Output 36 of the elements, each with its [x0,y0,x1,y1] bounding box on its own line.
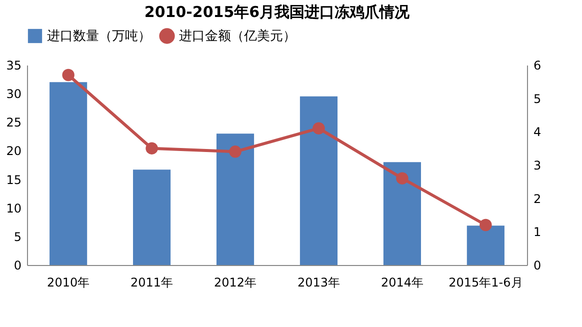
bar [383,162,421,265]
legend-label: 进口数量（万吨） [47,29,151,44]
point [229,146,242,158]
x-tick-label: 2014年 [380,276,424,290]
x-tick-label: 2012年 [214,276,257,290]
y2-tick-label: 4 [534,125,542,140]
x-tick-label: 2015年1-6月 [448,276,523,290]
point [396,172,408,184]
x-tick-label: 2010年 [47,276,90,290]
bar [300,96,338,265]
y2-tick-label: 2 [534,192,542,206]
y2-tick-label: 1 [534,225,542,240]
x-tick-label: 2011年 [130,276,174,290]
y-tick-label: 5 [14,230,22,244]
y2-tick-label: 6 [534,58,542,72]
y-tick-label: 20 [6,144,22,158]
x-tick-label: 2013年 [297,276,340,290]
bar [133,170,171,265]
legend-label: 进口金额（亿美元） [179,28,296,44]
point [146,142,158,154]
y-tick-label: 0 [14,258,22,272]
bar [50,82,88,265]
y2-tick-label: 3 [534,158,542,172]
y2-tick-label: 0 [534,258,542,272]
y-tick-label: 30 [6,87,22,102]
point [62,68,74,82]
chart-title: 2010-2015年6月我国进口冻鸡爪情况 [144,3,411,21]
y-tick-label: 15 [6,172,22,187]
point [312,122,325,134]
point [480,218,492,232]
y2-tick-label: 5 [534,92,542,106]
y-tick-label: 25 [6,116,22,130]
bar [216,134,254,265]
bar [466,226,504,265]
y-tick-label: 10 [6,201,22,216]
y-tick-label: 35 [6,58,22,72]
